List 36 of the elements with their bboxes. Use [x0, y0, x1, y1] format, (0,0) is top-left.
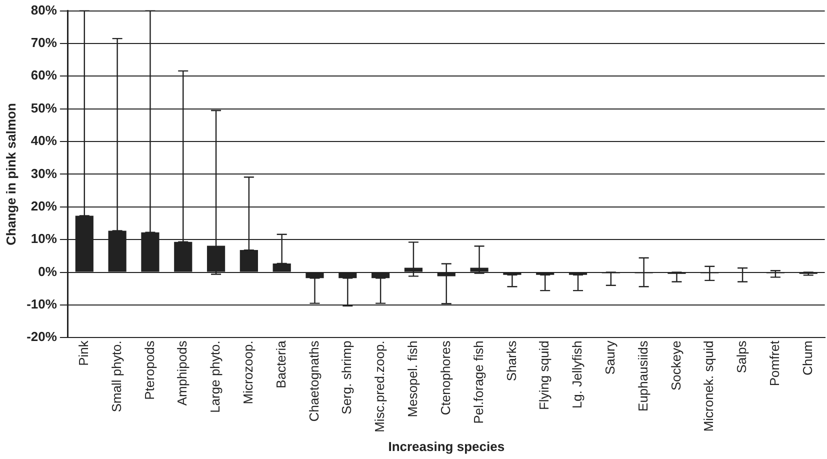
x-tick-label: Flying squid [536, 340, 552, 410]
x-tick-label: Bacteria [273, 340, 288, 388]
x-tick-label: Mesopel. fish [405, 340, 420, 418]
y-tick-label: -10% [26, 296, 58, 312]
x-tick-label: Serg. shrimp [339, 340, 354, 414]
x-tick-label: Saury [602, 340, 618, 375]
x-axis-title: Increasing species [388, 438, 505, 454]
y-tick-label: 20% [30, 198, 58, 214]
x-tick-label: Misc.pred.zoop. [372, 340, 388, 432]
x-tick-label: Small phyto. [108, 340, 124, 412]
x-tick-label: Pteropods [142, 340, 157, 400]
y-tick-label: 0% [38, 264, 58, 279]
x-tick-label: Sockeye [668, 340, 684, 391]
x-tick-label: Pink [76, 340, 91, 366]
y-tick-label: 30% [30, 166, 58, 181]
y-tick-label: 70% [30, 35, 58, 50]
x-tick-label: Pel.forage fish [470, 340, 486, 424]
x-tick-label: Euphausiids [635, 340, 650, 412]
x-tick-label: Pomfret [767, 340, 782, 386]
x-tick-label: Chaetognaths [306, 340, 322, 422]
x-tick-label: Microzoop. [240, 340, 256, 404]
y-tick-label: 50% [30, 100, 58, 116]
x-tick-label: Ctenophores [438, 340, 453, 416]
y-tick-label: 60% [30, 68, 58, 83]
y-axis-title: Change in pink salmon [3, 103, 18, 246]
x-tick-label: Amphipods [174, 340, 190, 406]
x-tick-label: Micronek. squid [701, 340, 716, 432]
y-tick-label: 10% [30, 231, 58, 246]
y-tick-label: 40% [30, 133, 58, 148]
x-tick-label: Lg. Jellyfish [570, 340, 585, 409]
x-tick-label: Chum [800, 340, 815, 376]
y-tick-label: 80% [30, 2, 58, 18]
x-tick-label: Sharks [504, 340, 519, 382]
x-tick-label: Salps [734, 340, 750, 374]
y-tick-label: -20% [26, 329, 58, 344]
x-tick-label: Large phyto. [208, 340, 223, 413]
